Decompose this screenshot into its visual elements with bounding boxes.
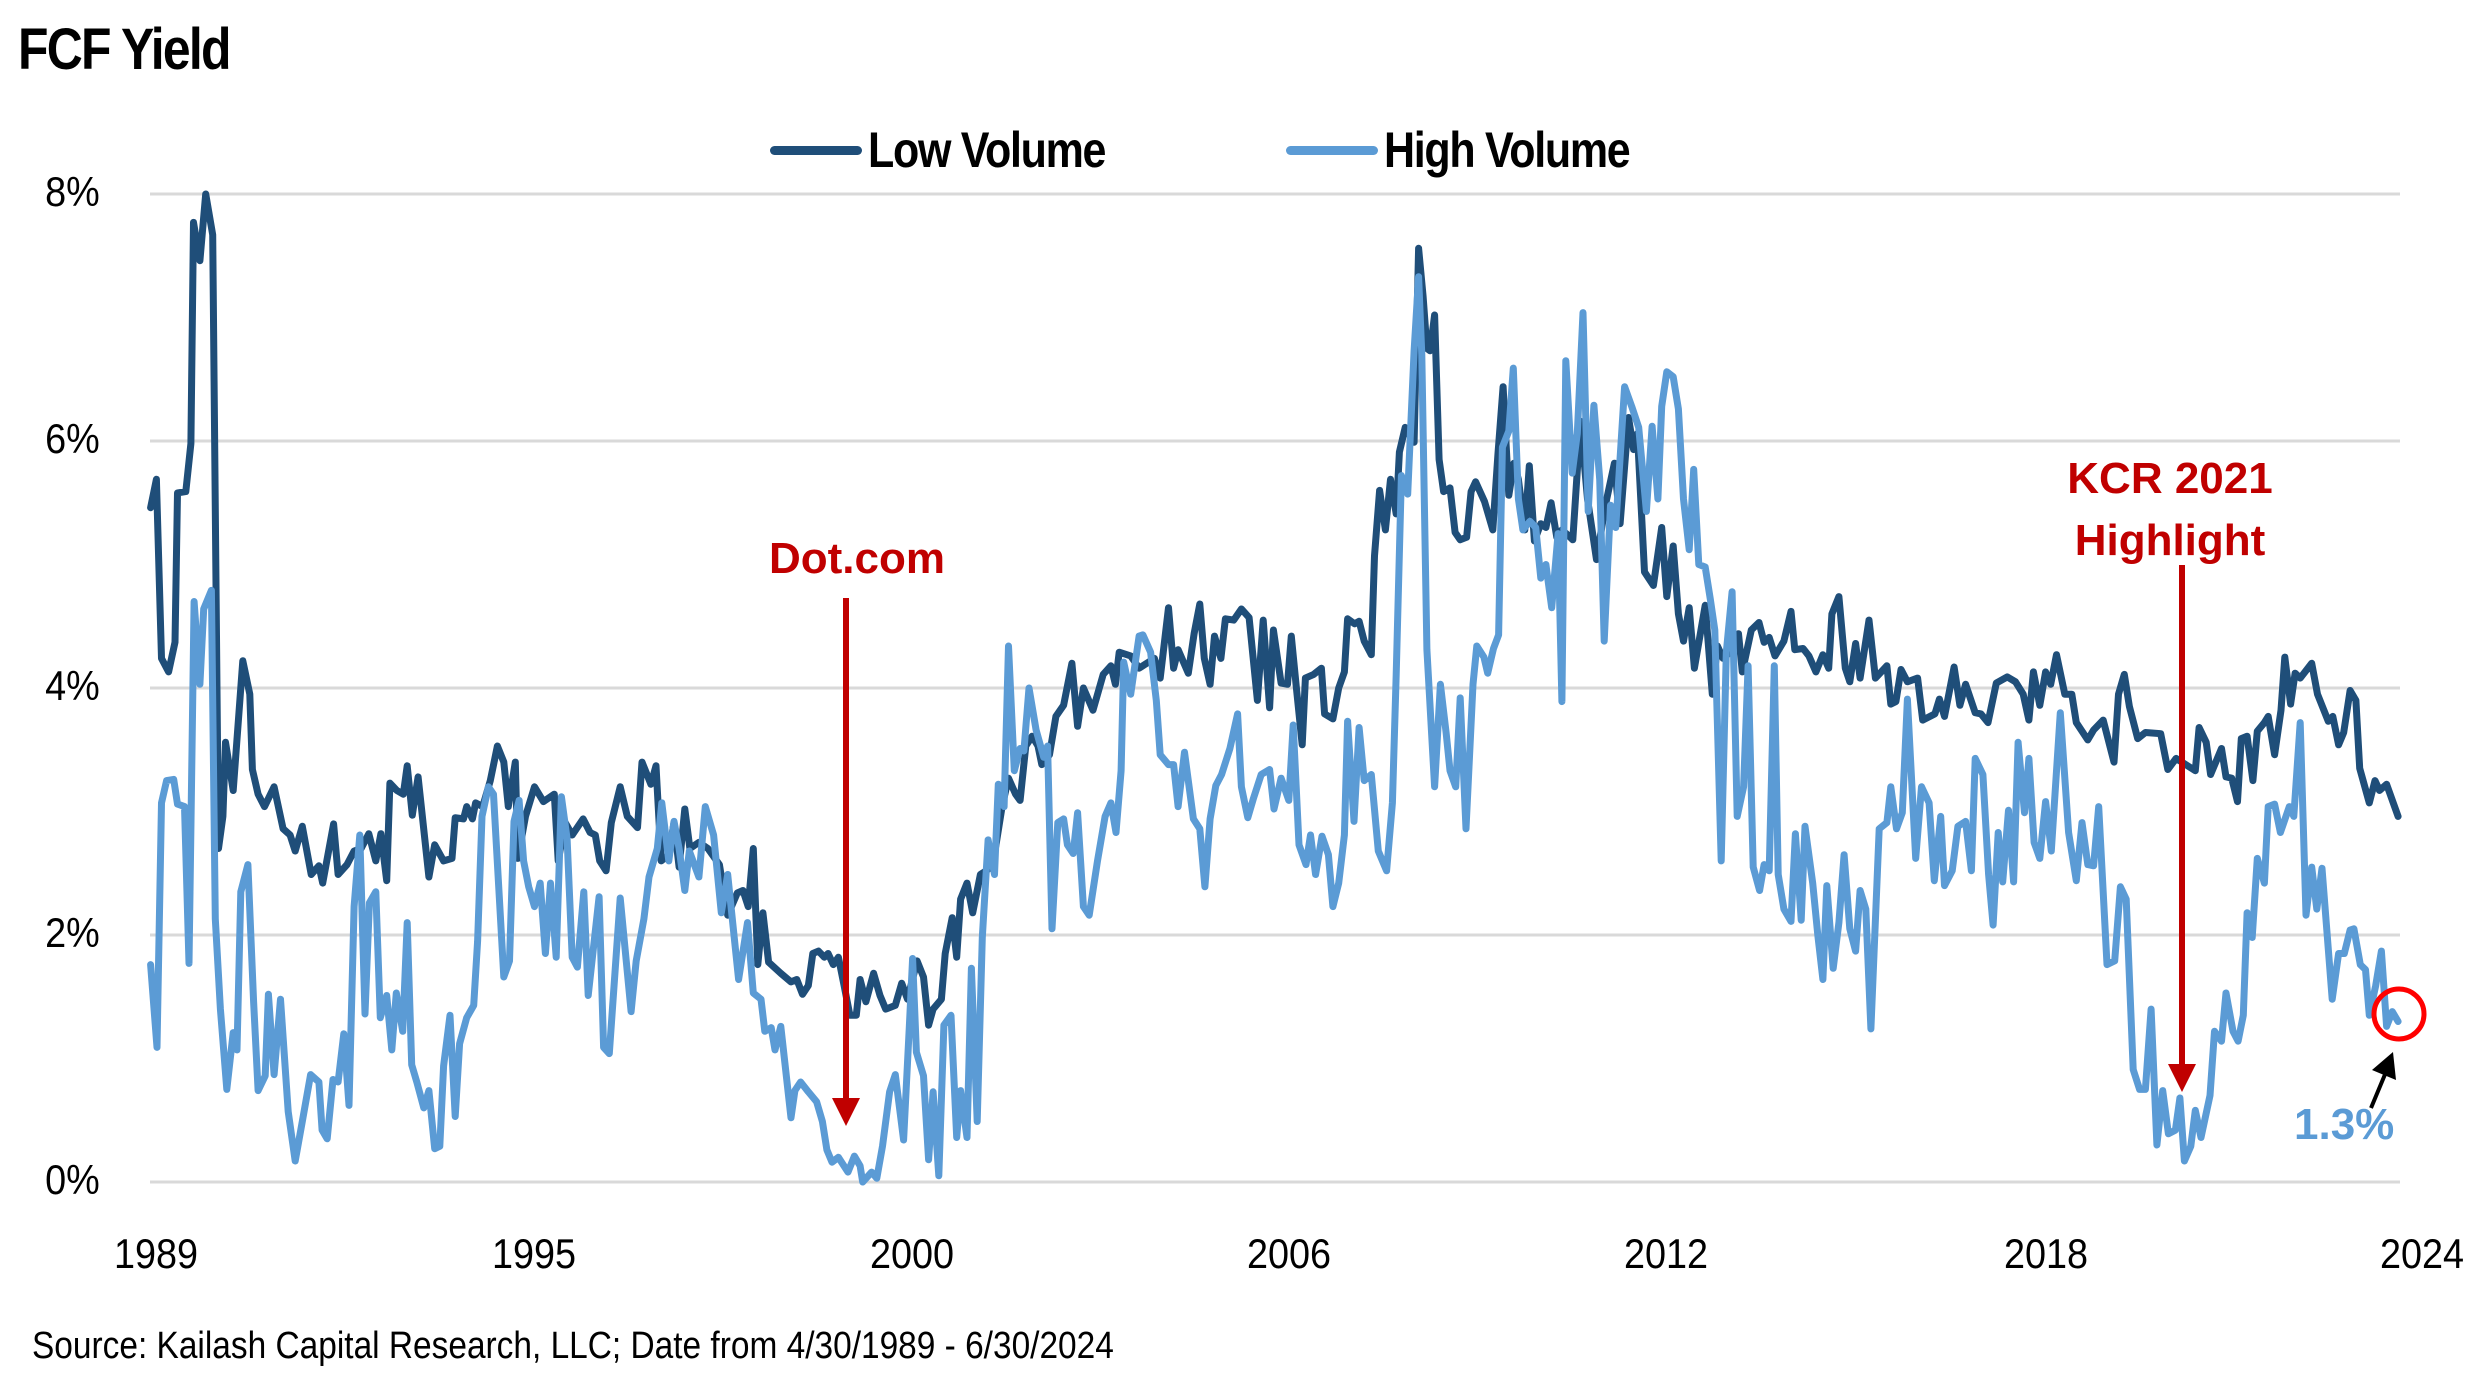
legend-swatch-low-volume: [770, 145, 862, 155]
source-note: Source: Kailash Capital Research, LLC; D…: [32, 1325, 1114, 1367]
series-line-low-volume: [147, 190, 2402, 1029]
x-tick-label: 2006: [1246, 1230, 1332, 1277]
x-tick-label: 2018: [2003, 1230, 2089, 1277]
annotation-kcr-line1: KCR 2021: [2067, 454, 2273, 503]
y-tick-label: 0%: [45, 1156, 100, 1203]
dotcom-arrow: [832, 598, 860, 1126]
annotation-kcr-line2: Highlight: [2074, 516, 2266, 565]
gridlines: [150, 192, 2400, 1184]
latest-value-arrow-head: [2372, 1052, 2396, 1080]
highlight-circle: [2371, 986, 2427, 1042]
latest-value-arrow: [2369, 1052, 2396, 1109]
x-tick-label: 1989: [113, 1230, 199, 1277]
y-tick-label: 8%: [45, 168, 100, 215]
latest-value-arrow-shaft: [2369, 1071, 2388, 1109]
annotation-latest-value: 1.3%: [2294, 1100, 2395, 1149]
x-tick-label: 2012: [1623, 1230, 1709, 1277]
y-tick-label: 2%: [45, 909, 100, 956]
kcr-arrow-head: [2168, 1064, 2196, 1092]
legend-label-low-volume: Low Volume: [868, 122, 1106, 178]
x-tick-label: 2024: [2379, 1230, 2465, 1277]
legend-item-low-volume: Low Volume: [770, 120, 1144, 180]
y-tick-label: 4%: [45, 662, 100, 709]
legend-item-high-volume: High Volume: [1286, 120, 1669, 180]
chart-title: FCF Yield: [18, 17, 232, 82]
x-tick-label: 2000: [869, 1230, 955, 1277]
x-tick-label: 1995: [491, 1230, 577, 1277]
legend-swatch-high-volume: [1286, 145, 1378, 155]
dotcom-arrow-head: [832, 1098, 860, 1126]
kcr-arrow: [2168, 565, 2196, 1092]
y-tick-label: 6%: [45, 415, 100, 462]
series-line-high-volume: [147, 273, 2402, 1186]
annotation-dotcom: Dot.com: [769, 534, 945, 583]
legend-label-high-volume: High Volume: [1384, 122, 1631, 178]
